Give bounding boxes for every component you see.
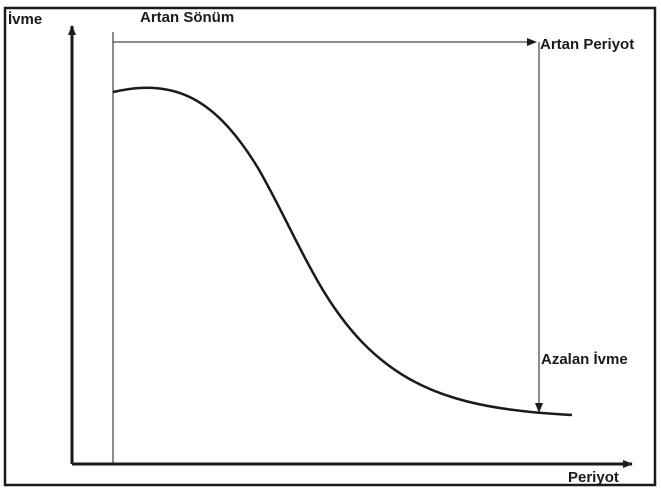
- top-label: Artan Sönüm: [140, 9, 234, 26]
- lower-right-label: Azalan İvme: [541, 351, 628, 368]
- top-right-label: Artan Periyot: [540, 36, 634, 53]
- outer-frame: [3, 6, 657, 487]
- x-axis-label: Periyot: [568, 469, 619, 486]
- y-axis-label: İvme: [8, 11, 42, 28]
- acceleration-curve: [112, 86, 573, 417]
